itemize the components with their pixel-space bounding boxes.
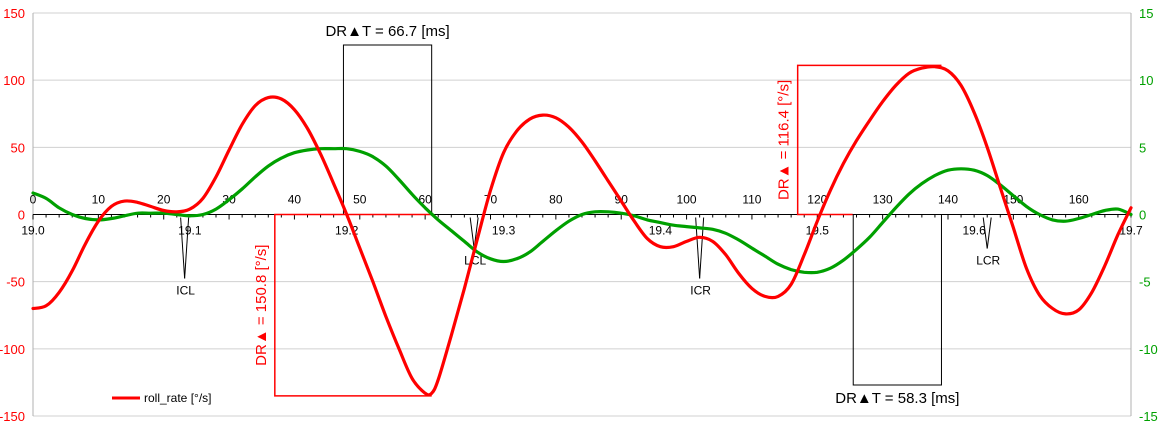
sample-tick-label: 120 — [807, 193, 827, 207]
left-tick-label: 100 — [3, 73, 25, 88]
annotations: DR▲T = 66.7 [ms] DR▲ = 150.8 [°/s] DR▲ = 1… — [253, 23, 960, 407]
sample-tick-label: 0 — [30, 193, 37, 207]
legend-label: roll_rate [°/s] — [144, 391, 212, 405]
time-tick-label: 19.0 — [21, 224, 45, 238]
right-tick-label: 10 — [1139, 73, 1153, 88]
right-tick-label: -5 — [1139, 275, 1151, 290]
roll-rate-line — [31, 64, 1133, 397]
delta-time-bracket — [342, 44, 433, 215]
green-series-line — [31, 146, 1133, 275]
sample-tick-label: 10 — [92, 193, 106, 207]
sample-axis-ticks: 0 10 20 30 40 50 60 70 80 90 100 110 120 130 140 150 160 — [30, 193, 1089, 207]
delta-amplitude-label: DR▲ = 116.4 [°/s] — [776, 80, 793, 200]
left-tick-label: 0 — [18, 208, 25, 223]
right-tick-label: 5 — [1139, 140, 1146, 155]
time-tick-label: 19.1 — [178, 224, 202, 238]
series-lines — [31, 64, 1133, 397]
right-tick-label: -15 — [1139, 409, 1158, 424]
event-marker-line — [180, 217, 186, 279]
left-tick-label: -50 — [6, 275, 25, 290]
sample-tick-label: 50 — [353, 193, 367, 207]
sample-tick-label: 40 — [288, 193, 302, 207]
left-axis-ticks: 150 100 50 0 -50 -100 -150 — [0, 6, 25, 424]
delta-amplitude-bracket — [274, 213, 432, 397]
event-marker-line — [184, 217, 190, 279]
delta-time-label: DR▲T = 58.3 [ms] — [835, 390, 959, 407]
left-tick-label: -100 — [0, 342, 25, 357]
right-tick-label: 0 — [1139, 208, 1146, 223]
left-tick-label: 50 — [11, 140, 25, 155]
event-label: ICR — [690, 284, 711, 298]
time-tick-label: 19.6 — [962, 224, 986, 238]
sample-tick-label: 150 — [1003, 193, 1023, 207]
left-tick-label: 150 — [3, 6, 25, 21]
right-tick-label: -10 — [1139, 342, 1158, 357]
legend: roll_rate [°/s] — [112, 391, 212, 405]
sample-tick-label: 20 — [157, 193, 171, 207]
event-label: LCR — [976, 254, 1000, 268]
event-label: ICL — [176, 284, 195, 298]
time-tick-label: 19.3 — [492, 224, 516, 238]
time-tick-label: 19.5 — [806, 224, 830, 238]
sample-tick-label: 110 — [742, 193, 761, 207]
time-tick-label: 19.7 — [1119, 224, 1143, 238]
sample-tick-label: 130 — [873, 193, 893, 207]
sample-tick-label: 160 — [1069, 193, 1089, 207]
sample-tick-label: 80 — [549, 193, 563, 207]
time-tick-label: 19.4 — [649, 224, 673, 238]
right-axis-ticks: 15 10 5 0 -5 -10 -15 — [1139, 6, 1158, 424]
sample-tick-label: 140 — [938, 193, 958, 207]
delta-amplitude-bracket — [796, 64, 942, 216]
sample-tick-label: 100 — [677, 193, 697, 207]
left-tick-label: -150 — [0, 409, 25, 424]
event-marker-line — [469, 217, 475, 249]
event-marker-line — [982, 217, 988, 249]
delta-amplitude-label: DR▲ = 150.8 [°/s] — [253, 245, 270, 366]
event-marker-line — [986, 217, 992, 249]
delta-time-label: DR▲T = 66.7 [ms] — [325, 23, 449, 40]
delta-time-bracket — [852, 214, 942, 386]
right-tick-label: 15 — [1139, 6, 1153, 21]
